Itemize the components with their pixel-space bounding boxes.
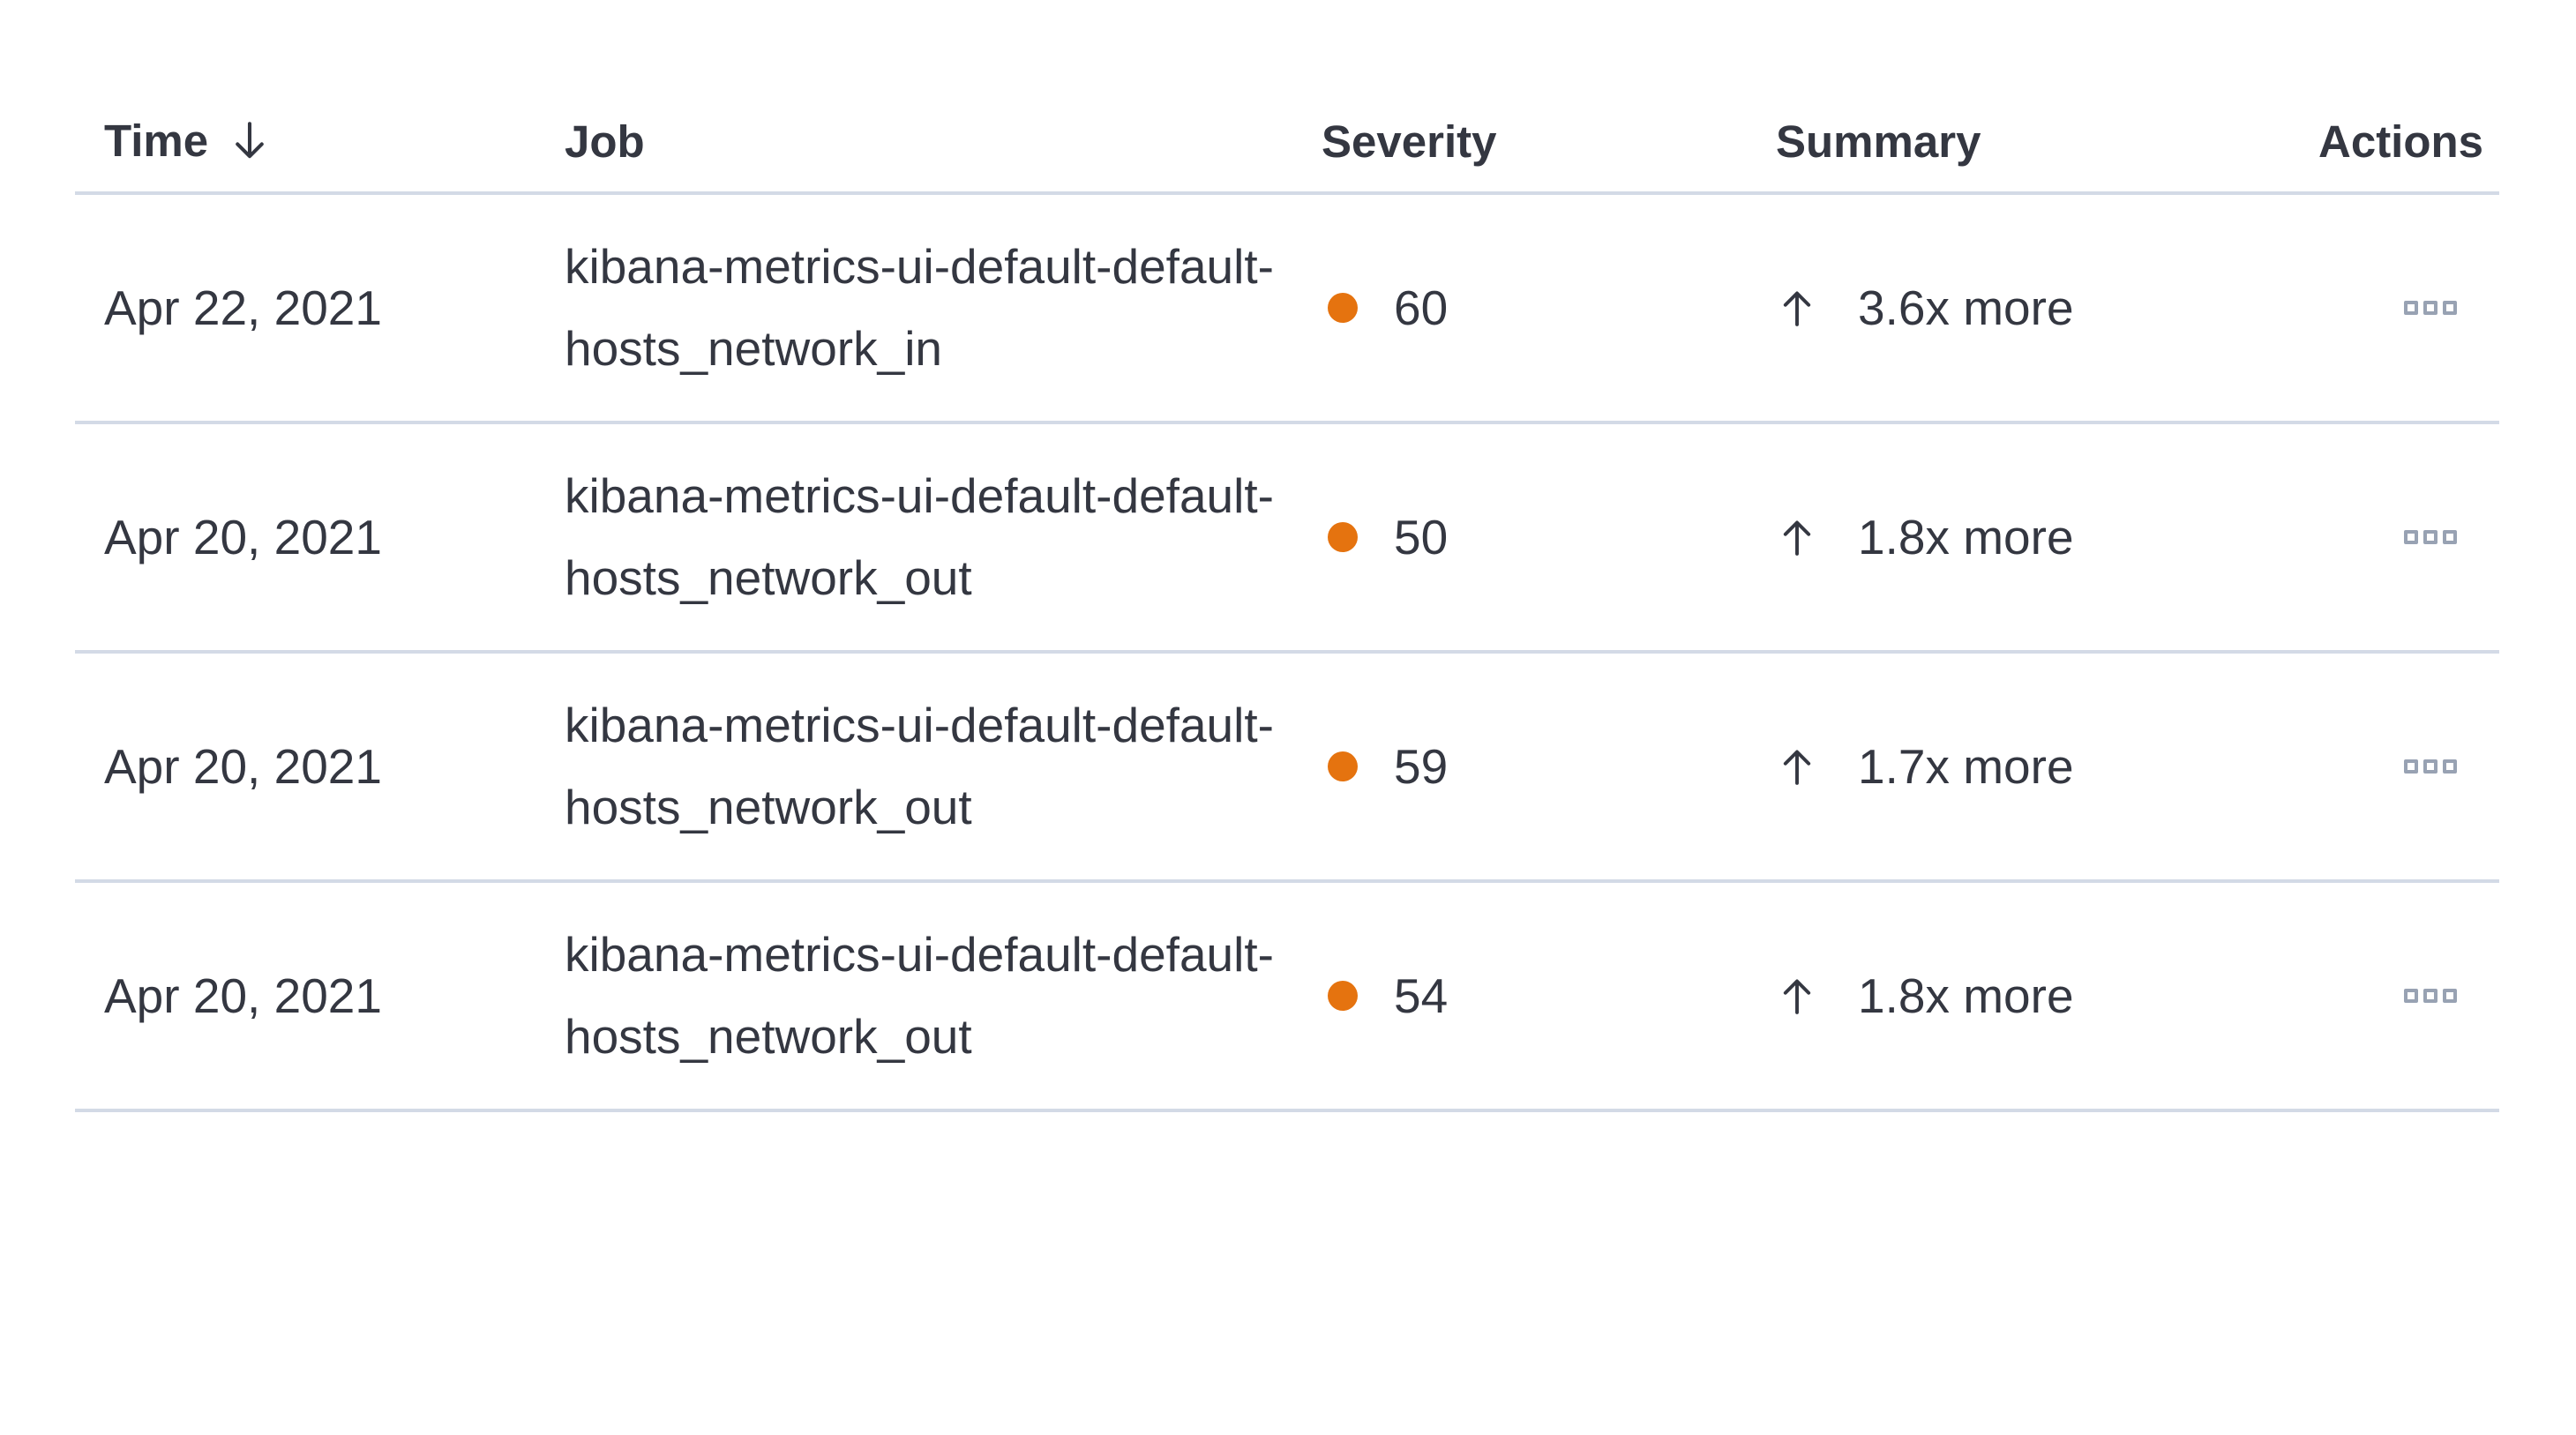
summary-cell: 3.6x more [1776,280,2318,336]
severity-dot-icon [1328,293,1358,323]
column-header-severity: Severity [1322,116,1497,167]
time-cell: Apr 22, 2021 [104,280,382,335]
severity-dot-icon [1328,981,1358,1011]
column-header-job: Job [565,116,645,167]
actions-cell [2318,759,2499,774]
summary-cell: 1.7x more [1776,738,2318,795]
anomalies-table: Time Job Severity Summary Actions Apr 22… [75,0,2499,1112]
severity-value: 60 [1394,280,1449,335]
severity-cell: 50 [1322,509,1776,565]
time-cell: Apr 20, 2021 [104,968,382,1023]
boxes-horizontal-icon [2404,759,2418,774]
column-header-summary: Summary [1776,116,1981,167]
sort-descending-icon [228,116,272,167]
job-cell: kibana-metrics-ui-default-default-hosts_… [565,698,1274,834]
summary-text: 1.8x more [1858,510,2074,564]
actions-cell [2318,530,2499,544]
column-header-actions: Actions [2318,116,2484,167]
severity-dot-icon [1328,522,1358,552]
table-row: Apr 22, 2021 kibana-metrics-ui-default-d… [75,195,2499,424]
row-actions-button[interactable] [2404,759,2457,774]
boxes-horizontal-icon [2404,530,2418,544]
actions-cell [2318,989,2499,1003]
row-actions-button[interactable] [2404,989,2457,1003]
arrow-up-icon [1776,514,1818,560]
actions-cell [2318,301,2499,315]
severity-dot-icon [1328,751,1358,781]
table-row: Apr 20, 2021 kibana-metrics-ui-default-d… [75,424,2499,654]
arrow-up-icon [1776,285,1818,331]
job-cell: kibana-metrics-ui-default-default-hosts_… [565,239,1274,376]
severity-value: 54 [1394,968,1449,1023]
summary-text: 3.6x more [1858,280,2074,335]
job-cell: kibana-metrics-ui-default-default-hosts_… [565,468,1274,605]
summary-text: 1.8x more [1858,968,2074,1023]
summary-cell: 1.8x more [1776,968,2318,1024]
time-cell: Apr 20, 2021 [104,739,382,794]
boxes-horizontal-icon [2404,301,2418,315]
table-header-row: Time Job Severity Summary Actions [75,0,2499,195]
column-header-time[interactable]: Time [75,116,565,191]
arrow-up-icon [1776,744,1818,789]
time-cell: Apr 20, 2021 [104,510,382,564]
row-actions-button[interactable] [2404,301,2457,315]
table-row: Apr 20, 2021 kibana-metrics-ui-default-d… [75,883,2499,1112]
severity-value: 59 [1394,739,1449,794]
summary-text: 1.7x more [1858,739,2074,794]
summary-cell: 1.8x more [1776,509,2318,565]
severity-cell: 60 [1322,280,1776,336]
severity-cell: 59 [1322,738,1776,795]
arrow-up-icon [1776,973,1818,1019]
column-header-time-label: Time [104,115,209,166]
table-row: Apr 20, 2021 kibana-metrics-ui-default-d… [75,654,2499,883]
job-cell: kibana-metrics-ui-default-default-hosts_… [565,927,1274,1064]
severity-value: 50 [1394,510,1449,564]
row-actions-button[interactable] [2404,530,2457,544]
boxes-horizontal-icon [2404,989,2418,1003]
severity-cell: 54 [1322,968,1776,1024]
